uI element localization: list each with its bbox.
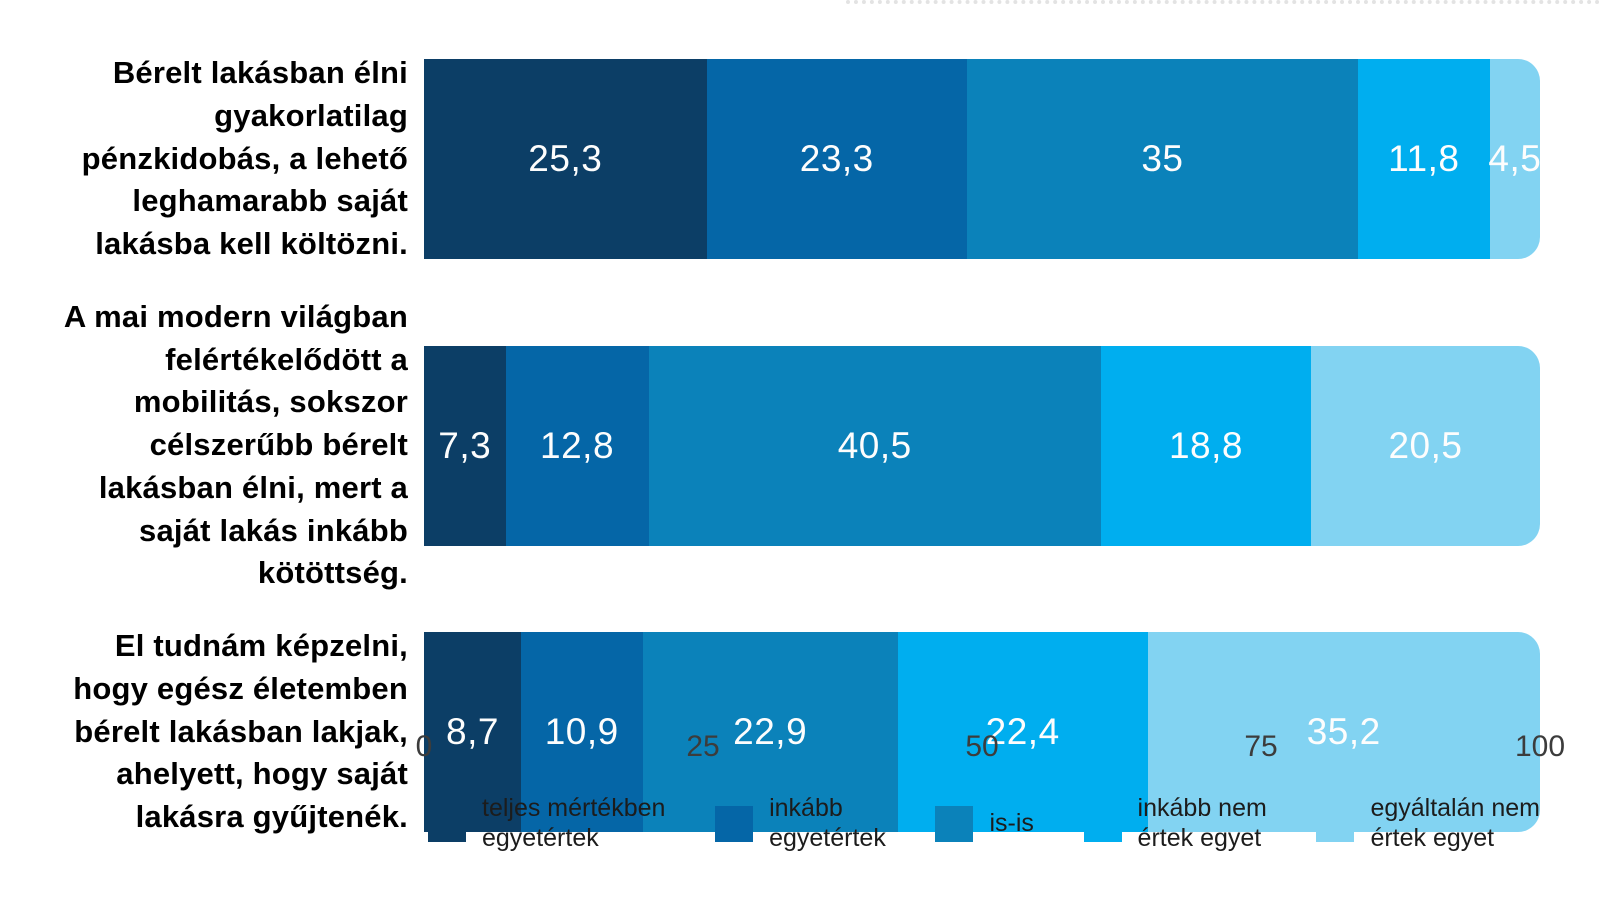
x-axis-tick: 0: [415, 730, 433, 763]
segment-value: 22,9: [733, 711, 808, 753]
bar-rows: Bérelt lakásban élni gyakorlatilag pénzk…: [0, 52, 1600, 839]
segment-value: 18,8: [1168, 424, 1243, 466]
stacked-bar: 7,3 12,8 40,5 18,8 20,5: [424, 345, 1540, 546]
bar-segment: 35: [966, 58, 1358, 259]
segment-value: 8,7: [446, 711, 499, 753]
bar-segment: 12,8: [505, 345, 649, 546]
top-crop-line: [846, 0, 1600, 4]
bar-segment: 35,2: [1147, 632, 1540, 833]
legend-label: inkább egyetértek: [769, 794, 886, 853]
segment-value: 11,8: [1388, 137, 1460, 179]
x-axis-tick: 75: [1244, 730, 1278, 763]
legend: teljes mértékben egyetértek inkább egyetért…: [428, 794, 1540, 853]
legend-label-line: értek egyet: [1137, 823, 1262, 852]
category-label: El tudnám képzelni, hogy egész életemben…: [73, 628, 408, 835]
segment-value: 12,8: [540, 424, 615, 466]
legend-label-line: egyetértek: [769, 823, 886, 852]
bar-segment: 8,7: [424, 632, 521, 833]
stacked-bar: 8,7 10,9 22,9 22,4 35,2: [424, 632, 1540, 833]
legend-swatch-icon: [935, 805, 974, 842]
x-axis-tick: 25: [686, 730, 720, 763]
legend-swatch-icon: [1316, 805, 1355, 842]
segment-value: 10,9: [544, 711, 619, 753]
legend-label-line: értek egyet: [1370, 823, 1495, 852]
bar-segment: 10,9: [520, 632, 643, 833]
bar-row: El tudnám képzelni, hogy egész életemben…: [0, 625, 1600, 839]
bar-segment: 7,3: [424, 345, 506, 546]
legend-label: is-is: [989, 809, 1033, 839]
legend-label-line: egyetértek: [482, 823, 599, 852]
legend-label-line: inkább nem: [1137, 794, 1267, 822]
segment-value: 7,3: [438, 424, 492, 466]
segment-value: 4,5: [1488, 137, 1540, 179]
legend-swatch-icon: [715, 805, 754, 842]
bar-segment: 40,5: [648, 345, 1101, 546]
legend-label-line: is-is: [989, 808, 1034, 837]
x-axis: 0 25 50 75 100: [416, 724, 1565, 772]
segment-value: 35,2: [1306, 711, 1381, 753]
segment-value: 25,3: [528, 137, 603, 179]
bar-segment: 18,8: [1100, 345, 1311, 546]
category-label: Bérelt lakásban élni gyakorlatilag pénzk…: [81, 55, 408, 262]
bar-row: A mai modern világban felértékelődött a …: [0, 296, 1600, 595]
legend-swatch-icon: [428, 805, 466, 842]
legend-label: egyáltalán nem értek egyet: [1370, 794, 1540, 853]
legend-item: inkább egyetértek: [715, 794, 886, 853]
legend-label: teljes mértékben egyetértek: [482, 794, 665, 853]
legend-item: egyáltalán nem értek egyet: [1316, 794, 1540, 853]
segment-value: 22,4: [985, 711, 1060, 753]
category-label: A mai modern világban felértékelődött a …: [63, 298, 408, 591]
bar-segment: 23,3: [706, 58, 967, 259]
legend-item: inkább nem értek egyet: [1083, 794, 1267, 853]
legend-item: is-is: [935, 805, 1034, 842]
legend-swatch-icon: [1083, 805, 1122, 842]
legend-label-line: inkább: [769, 794, 843, 822]
legend-label-line: teljes mértékben: [482, 794, 666, 822]
stacked-bar: 25,3 23,3 35 11,8 4,5: [424, 58, 1540, 259]
legend-label: inkább nem értek egyet: [1138, 794, 1267, 853]
bar-segment: 11,8: [1357, 58, 1490, 259]
bar-segment: 25,3: [424, 58, 707, 259]
segment-value: 23,3: [799, 137, 874, 179]
bar-row: Bérelt lakásban élni gyakorlatilag pénzk…: [0, 52, 1600, 266]
segment-value: 20,5: [1388, 424, 1463, 466]
bar-segment: 4,5: [1488, 58, 1540, 259]
x-axis-tick: 50: [965, 730, 999, 763]
segment-value: 40,5: [837, 424, 912, 466]
segment-value: 35: [1141, 137, 1184, 179]
bar-segment: 22,4: [897, 632, 1148, 833]
bar-segment: 20,5: [1310, 345, 1540, 546]
x-axis-tick: 100: [1514, 730, 1566, 763]
bar-segment: 22,9: [642, 632, 898, 833]
legend-item: teljes mértékben egyetértek: [428, 794, 665, 853]
legend-label-line: egyáltalán nem: [1370, 794, 1540, 822]
